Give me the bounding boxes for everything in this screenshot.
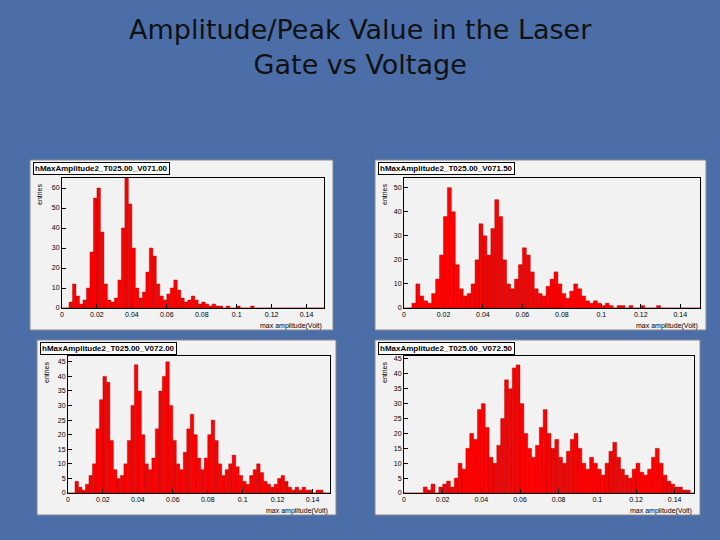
svg-text:Amplitude/Peak Value in the La: Amplitude/Peak Value in the LaserGate vs… [129,14,592,80]
svg-text:20: 20 [394,430,402,437]
svg-text:20: 20 [394,256,402,263]
svg-text:10: 10 [58,460,66,467]
svg-text:0.06: 0.06 [160,311,174,318]
svg-text:0.06: 0.06 [513,496,527,503]
svg-text:max amplitude(Volt): max amplitude(Volt) [260,322,322,330]
svg-text:0.14: 0.14 [300,311,314,318]
svg-text:0: 0 [62,489,66,496]
svg-text:5: 5 [62,475,66,482]
svg-text:0: 0 [398,489,402,496]
svg-text:20: 20 [58,431,66,438]
svg-text:35: 35 [394,385,402,392]
svg-text:0.02: 0.02 [436,496,450,503]
svg-text:0.04: 0.04 [125,311,139,318]
svg-text:30: 30 [58,402,66,409]
svg-text:50: 50 [394,184,402,191]
svg-text:40: 40 [58,373,66,380]
svg-text:0.14: 0.14 [668,496,682,503]
svg-text:0.12: 0.12 [271,496,285,503]
svg-text:0: 0 [60,311,64,318]
svg-text:0.1: 0.1 [592,496,602,503]
svg-text:0.08: 0.08 [195,311,209,318]
svg-text:10: 10 [52,284,60,291]
svg-text:40: 40 [52,224,60,231]
svg-text:0.12: 0.12 [265,311,279,318]
svg-text:0.08: 0.08 [555,311,569,318]
svg-text:0.12: 0.12 [634,311,648,318]
svg-text:45: 45 [58,358,66,365]
svg-text:20: 20 [52,264,60,271]
svg-text:30: 30 [394,232,402,239]
svg-text:max amplitude(Volt): max amplitude(Volt) [266,507,328,515]
svg-text:30: 30 [394,400,402,407]
svg-text:25: 25 [58,417,66,424]
svg-text:0.08: 0.08 [552,496,566,503]
svg-text:50: 50 [52,204,60,211]
svg-text:0.1: 0.1 [238,496,248,503]
svg-text:max amplitude(Volt): max amplitude(Volt) [636,322,698,330]
svg-text:0: 0 [402,311,406,318]
svg-text:0.1: 0.1 [596,311,606,318]
svg-text:0.1: 0.1 [232,311,242,318]
svg-text:hMaxAmplitude2_T025.00_V072.00: hMaxAmplitude2_T025.00_V072.00 [42,344,175,353]
svg-text:entries: entries [36,183,43,205]
svg-text:45: 45 [394,355,402,362]
svg-text:30: 30 [52,244,60,251]
svg-text:hMaxAmplitude2_T025.00_V071.00: hMaxAmplitude2_T025.00_V071.00 [35,164,168,173]
svg-text:0.14: 0.14 [673,311,687,318]
svg-text:entries: entries [43,361,50,383]
svg-text:0: 0 [402,496,406,503]
svg-text:0.04: 0.04 [131,496,145,503]
svg-text:0.06: 0.06 [516,311,530,318]
svg-text:15: 15 [394,445,402,452]
svg-text:entries: entries [381,183,388,205]
svg-text:entries: entries [381,361,388,383]
svg-text:0: 0 [398,304,402,311]
svg-text:0.02: 0.02 [437,311,451,318]
svg-text:15: 15 [58,446,66,453]
svg-text:60: 60 [52,184,60,191]
svg-text:40: 40 [394,208,402,215]
svg-text:0: 0 [66,496,70,503]
svg-text:0.04: 0.04 [476,311,490,318]
svg-text:0: 0 [56,304,60,311]
svg-text:40: 40 [394,370,402,377]
svg-text:10: 10 [394,280,402,287]
svg-text:25: 25 [394,415,402,422]
svg-text:0.02: 0.02 [90,311,104,318]
svg-text:35: 35 [58,387,66,394]
svg-text:max amplitude(Volt): max amplitude(Volt) [630,507,692,515]
svg-text:0.06: 0.06 [166,496,180,503]
svg-text:0.08: 0.08 [201,496,215,503]
svg-text:0.02: 0.02 [96,496,110,503]
svg-text:0.14: 0.14 [306,496,320,503]
svg-text:0.04: 0.04 [475,496,489,503]
svg-text:5: 5 [398,475,402,482]
svg-text:0.12: 0.12 [629,496,643,503]
svg-text:hMaxAmplitude2_T025.00_V071.50: hMaxAmplitude2_T025.00_V071.50 [380,164,513,173]
svg-text:hMaxAmplitude2_T025.00_V072.50: hMaxAmplitude2_T025.00_V072.50 [380,344,513,353]
svg-text:10: 10 [394,460,402,467]
